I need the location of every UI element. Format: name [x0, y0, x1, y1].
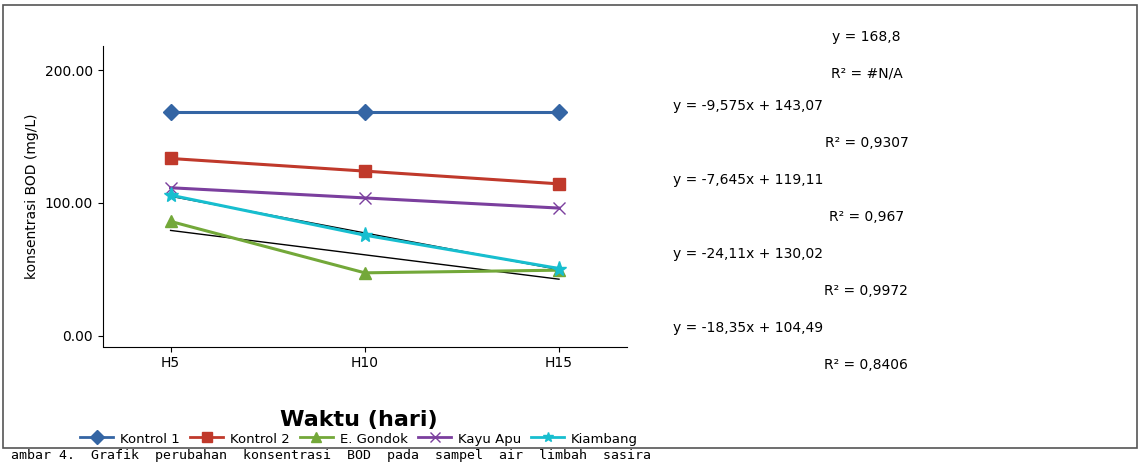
Text: R² = 0,8406: R² = 0,8406	[824, 358, 909, 372]
Text: y = -24,11x + 130,02: y = -24,11x + 130,02	[673, 247, 823, 261]
Y-axis label: konsentrasi BOD (mg/L): konsentrasi BOD (mg/L)	[25, 114, 39, 279]
Text: Waktu (hari): Waktu (hari)	[280, 410, 438, 431]
Text: ambar 4.  Grafik  perubahan  konsentrasi  BOD  pada  sampel  air  limbah  sasira: ambar 4. Grafik perubahan konsentrasi BO…	[11, 449, 651, 462]
Text: y = -18,35x + 104,49: y = -18,35x + 104,49	[673, 321, 823, 335]
Text: R² = 0,9307: R² = 0,9307	[824, 136, 909, 150]
Text: y = -7,645x + 119,11: y = -7,645x + 119,11	[673, 173, 823, 187]
Text: R² = #N/A: R² = #N/A	[831, 67, 902, 81]
Text: y = 168,8: y = 168,8	[832, 30, 901, 44]
Text: R² = 0,967: R² = 0,967	[829, 210, 904, 224]
Text: R² = 0,9972: R² = 0,9972	[824, 284, 909, 298]
Legend: Kontrol 1, Kontrol 2, E. Gondok, Kayu Apu, Kiambang: Kontrol 1, Kontrol 2, E. Gondok, Kayu Ap…	[75, 427, 643, 451]
Text: y = -9,575x + 143,07: y = -9,575x + 143,07	[673, 99, 822, 113]
